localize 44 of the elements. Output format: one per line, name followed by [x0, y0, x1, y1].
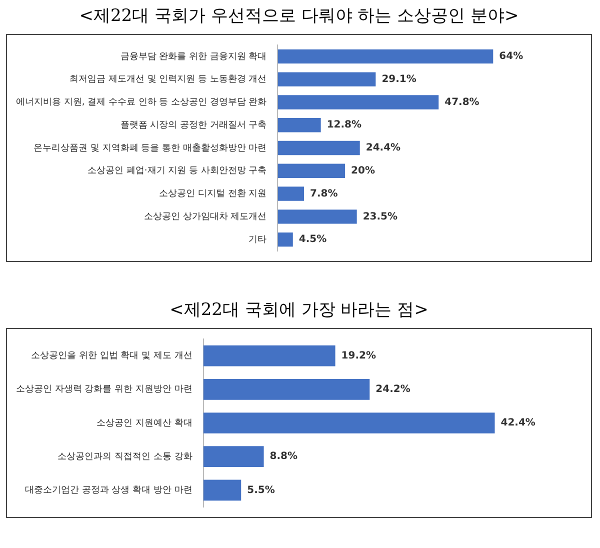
bar [278, 49, 494, 64]
y-tick-label: 소상공인을 위한 입법 확대 및 제도 개선 [31, 351, 192, 362]
y-tick-label: 소상공인 디지털 전환 지원 [159, 189, 267, 200]
bar [278, 164, 346, 178]
bar [278, 186, 304, 201]
data-label: 29.1% [382, 74, 416, 85]
bar [278, 118, 321, 132]
bar [203, 345, 336, 366]
y-tick-label: 에너지비용 지원, 결제 수수료 인하 등 소상공인 경영부담 완화 [16, 98, 267, 108]
y-tick-label: 금융부담 완화를 위한 금융지원 확대 [120, 52, 267, 62]
bar [203, 378, 370, 400]
y-tick-label: 소상공인과의 직접적인 소통 강화 [58, 452, 192, 462]
bar [278, 210, 357, 224]
data-label: 5.5% [247, 484, 275, 496]
bar [203, 446, 264, 468]
y-tick-label: 최저임금 제도개선 및 인력지원 등 노동환경 개선 [70, 74, 267, 85]
data-label: 24.2% [376, 384, 410, 395]
y-tick-label: 소상공인 지원예산 확대 [96, 418, 192, 428]
data-label: 42.4% [500, 418, 536, 429]
bar [278, 95, 439, 110]
y-tick-label: 소상공인 폐업·재기 지원 등 사회안전망 구축 [88, 166, 267, 176]
data-label: 47.8% [444, 96, 480, 108]
bar [278, 140, 360, 156]
data-label: 20% [351, 165, 375, 176]
y-tick-label: 소상공인 자생력 강화를 위한 지원방안 마련 [16, 384, 192, 395]
data-label: 64% [499, 51, 524, 62]
y-tick-label: 온누리상품권 및 지역화폐 등을 통한 매출활성화방안 마련 [34, 143, 267, 154]
bar [278, 232, 293, 247]
data-label: 12.8% [326, 120, 362, 131]
data-label: 19.2% [341, 350, 376, 362]
data-label: 7.8% [310, 188, 338, 200]
y-tick-label: 기타 [248, 234, 267, 245]
y-tick-label: 플랫폼 시장의 공정한 거래질서 구축 [120, 120, 267, 130]
y-tick-label: 소상공인 상가임대차 제도개선 [144, 212, 267, 222]
data-label: 23.5% [362, 211, 398, 222]
y-tick-label: 대중소기업간 공정과 상생 확대 방안 마련 [24, 486, 192, 496]
bar [203, 412, 495, 434]
data-label: 8.8% [270, 451, 298, 462]
bar [203, 480, 242, 501]
data-label: 24.4% [366, 142, 401, 154]
chart-title: <제22대 국회가 우선적으로 다뤄야 하는 소상공인 분야> [78, 5, 520, 28]
chart-title: <제22대 국회에 가장 바라는 점> [168, 299, 430, 322]
bar [278, 72, 376, 86]
data-label: 4.5% [298, 234, 327, 246]
